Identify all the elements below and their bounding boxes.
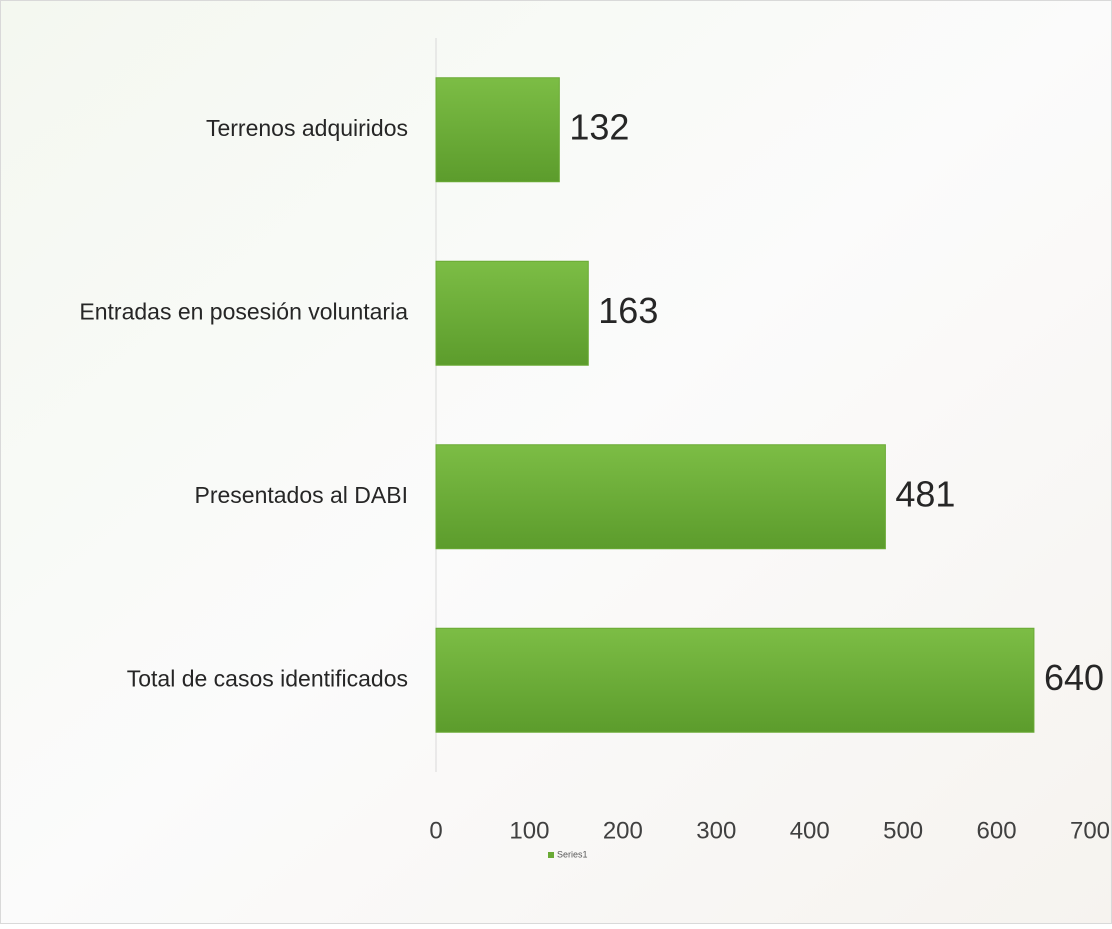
data-label: 132 bbox=[569, 106, 629, 147]
data-label: 481 bbox=[895, 473, 955, 514]
x-tick-label: 300 bbox=[696, 817, 736, 844]
x-tick-label: 100 bbox=[509, 817, 549, 844]
y-tick-label: Total de casos identificados bbox=[127, 665, 408, 691]
bar bbox=[435, 627, 1035, 733]
legend-label: Series1 bbox=[557, 849, 588, 859]
legend-swatch bbox=[548, 852, 554, 858]
y-tick-label: Terrenos adquiridos bbox=[206, 115, 408, 141]
y-tick-label: Presentados al DABI bbox=[194, 482, 408, 508]
data-label: 163 bbox=[598, 290, 658, 331]
bar bbox=[435, 260, 589, 366]
x-tick-label: 400 bbox=[790, 817, 830, 844]
bar bbox=[435, 444, 886, 550]
data-label: 640 bbox=[1044, 657, 1104, 698]
y-tick-label: Entradas en posesión voluntaria bbox=[79, 298, 408, 324]
x-tick-label: 700 bbox=[1070, 817, 1110, 844]
x-tick-label: 500 bbox=[883, 817, 923, 844]
x-tick-label: 600 bbox=[977, 817, 1017, 844]
x-tick-label: 0 bbox=[429, 817, 442, 844]
x-tick-label: 200 bbox=[603, 817, 643, 844]
bar bbox=[435, 77, 560, 183]
